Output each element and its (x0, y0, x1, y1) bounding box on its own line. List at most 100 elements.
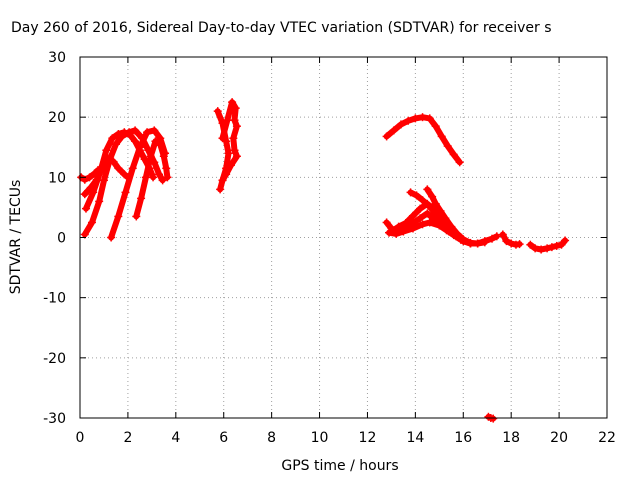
x-tick-label: 16 (454, 430, 472, 446)
data-point (137, 194, 146, 203)
series-arc-o (498, 230, 524, 249)
data-point (230, 146, 239, 155)
data-point (156, 140, 165, 149)
data-point (488, 234, 497, 243)
data-point (163, 173, 172, 182)
y-tick-label: 10 (48, 170, 66, 186)
data-point (489, 414, 498, 423)
data-point (107, 233, 116, 242)
x-tick-label: 20 (550, 430, 568, 446)
series-arc-i (382, 113, 464, 167)
data-point (502, 237, 511, 246)
data-point (229, 134, 238, 143)
data-point (561, 236, 570, 245)
data-point (99, 176, 108, 185)
data-point (149, 173, 158, 182)
data-point (430, 208, 439, 217)
x-axis-label: GPS time / hours (281, 458, 398, 474)
data-point (473, 239, 482, 248)
data-point (498, 230, 507, 239)
x-tick-label: 14 (406, 430, 424, 446)
data-point (108, 134, 117, 143)
x-tick-label: 18 (502, 430, 520, 446)
data-point (423, 185, 432, 194)
series-line (219, 99, 240, 184)
data-point (114, 164, 123, 173)
data-point (81, 204, 90, 213)
x-tick-label: 6 (219, 430, 228, 446)
data-point (232, 152, 241, 161)
series-arc-p (526, 236, 570, 254)
x-tick-label: 4 (171, 430, 180, 446)
data-point (441, 214, 450, 223)
data-point (437, 132, 446, 141)
data-point (515, 240, 524, 249)
y-axis-label: SDTVAR / TECUs (8, 180, 24, 295)
data-point (423, 209, 432, 218)
data-point (382, 132, 391, 141)
data-point (132, 212, 141, 221)
data-point (218, 134, 227, 143)
data-point (216, 185, 225, 194)
data-point (543, 244, 552, 253)
data-point (416, 214, 425, 223)
data-point (141, 173, 150, 182)
x-tick-label: 8 (267, 430, 276, 446)
data-point (537, 245, 546, 254)
data-point (151, 137, 160, 146)
data-point (531, 244, 540, 253)
data-point (431, 199, 440, 208)
data-point (431, 122, 440, 131)
data-point (135, 143, 144, 152)
data-point (95, 197, 104, 206)
data-point (447, 222, 456, 231)
data-point (399, 227, 408, 236)
data-point (128, 164, 137, 173)
x-tick-label: 0 (76, 430, 85, 446)
data-point (385, 228, 394, 237)
data-point (466, 238, 475, 247)
x-tick-label: 10 (311, 430, 329, 446)
data-point (131, 137, 140, 146)
data-point (418, 196, 427, 205)
x-tick-label: 22 (598, 430, 616, 446)
data-point (492, 232, 501, 241)
data-point (526, 240, 535, 249)
y-tick-label: 0 (57, 231, 66, 247)
data-point (443, 142, 452, 151)
data-point (456, 235, 465, 244)
data-point (552, 241, 561, 250)
data-point (428, 192, 437, 201)
data-point (394, 222, 403, 231)
data-point (404, 116, 413, 125)
data-point (425, 218, 434, 227)
data-point (150, 126, 159, 135)
data-point (155, 170, 164, 179)
data-point (96, 167, 105, 176)
data-point (159, 152, 168, 161)
data-point (102, 146, 111, 155)
data-point (435, 221, 444, 230)
series-arc-f (132, 137, 172, 221)
y-tick-label: -20 (43, 351, 66, 367)
data-point (125, 128, 134, 137)
chart-title: Day 260 of 2016, Sidereal Day-to-day VTE… (11, 20, 552, 36)
data-point (143, 128, 152, 137)
y-tick-label: 30 (48, 50, 66, 66)
data-point (213, 107, 222, 116)
data-point (392, 229, 401, 238)
x-tick-label: 2 (123, 430, 132, 446)
data-point (424, 201, 433, 210)
y-tick-label: -10 (43, 291, 66, 307)
data-point (230, 116, 239, 125)
data-point (224, 149, 233, 158)
data-point (507, 239, 516, 248)
x-tick-label: 12 (359, 430, 377, 446)
data-point (425, 114, 434, 123)
data-point (131, 126, 140, 135)
data-point (382, 218, 391, 227)
data-point (80, 190, 89, 199)
data-point (389, 126, 398, 135)
